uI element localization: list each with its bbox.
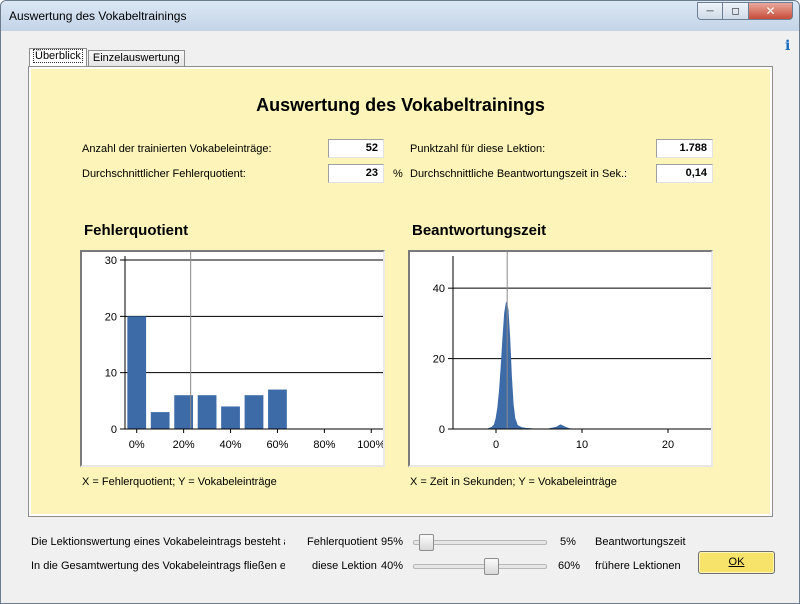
- tab-label: Einzelauswertung: [92, 52, 180, 64]
- y-tick-label: 20: [433, 354, 445, 366]
- error-weight-label: Fehlerquotient: [307, 536, 378, 548]
- total-weight-label: In die Gesamtwertung des Vokabeleintrags…: [31, 560, 285, 572]
- tab-label: Überblick: [33, 49, 83, 63]
- bar: [174, 395, 194, 429]
- overview-panel: Auswertung des Vokabeltrainings Anzahl d…: [31, 69, 770, 514]
- count-label: Anzahl der trainierten Vokabeleinträge:: [82, 143, 272, 155]
- bar: [244, 395, 264, 429]
- x-tick-label: 0: [493, 439, 499, 451]
- earlier-lessons-value: 60%: [558, 560, 581, 572]
- bar: [197, 395, 217, 429]
- lesson-weight-label: Die Lektionswertung eines Vokabeleintrag…: [31, 536, 285, 548]
- chart-beantwortungszeit: 0 20 40 0 10 20: [408, 250, 713, 467]
- tab-panel-ueberblick: Auswertung des Vokabeltrainings Anzahl d…: [28, 66, 773, 517]
- chart-caption-beantwortungszeit: X = Zeit in Sekunden; Y = Vokabeleinträg…: [410, 476, 617, 488]
- minimize-icon: ─: [706, 5, 714, 17]
- x-tick-label: 80%: [313, 439, 335, 451]
- score-label: Punktzahl für diese Lektion:: [410, 143, 546, 155]
- x-tick-label: 40%: [220, 439, 242, 451]
- error-unit: %: [393, 168, 403, 180]
- error-value-field: 23: [328, 164, 384, 183]
- time-label: Durchschnittliche Beantwortungszeit in S…: [410, 168, 628, 180]
- time-value-field: 0,14: [656, 164, 713, 183]
- minimize-button[interactable]: ─: [697, 2, 723, 20]
- score-value-field: 1.788: [656, 139, 713, 158]
- time-weight-label: Beantwortungszeit: [595, 536, 686, 548]
- x-tick-label: 20: [662, 439, 674, 451]
- x-tick-label: 10: [576, 439, 588, 451]
- bar: [127, 316, 147, 429]
- y-tick-label: 10: [105, 368, 117, 380]
- slider-thumb[interactable]: [484, 558, 500, 575]
- y-tick-label: 40: [433, 283, 445, 295]
- count-value-field: 52: [328, 139, 384, 158]
- info-icon[interactable]: i: [785, 38, 791, 54]
- ok-button[interactable]: OK: [698, 551, 775, 574]
- ok-button-label: OK: [728, 556, 745, 568]
- chart-beantwortungszeit-svg: 0 20 40 0 10 20: [433, 252, 711, 451]
- error-label: Durchschnittlicher Fehlerquotient:: [82, 168, 246, 180]
- chart-title-beantwortungszeit: Beantwortungszeit: [412, 222, 547, 239]
- x-tick-label: 0%: [129, 439, 145, 451]
- bar: [268, 389, 287, 429]
- bar: [150, 412, 170, 429]
- page-title: Auswertung des Vokabeltrainings: [256, 95, 545, 115]
- y-tick-label: 30: [105, 255, 117, 267]
- tab-einzelauswertung[interactable]: Einzelauswertung: [87, 50, 185, 67]
- x-tick-label: 60%: [266, 439, 288, 451]
- x-tick-label: 20%: [173, 439, 195, 451]
- title-bar[interactable]: Auswertung des Vokabeltrainings ─ ◻ ✕: [1, 1, 799, 31]
- window-controls: ─ ◻ ✕: [697, 2, 793, 20]
- x-tick-label: 100%: [357, 439, 383, 451]
- this-lesson-value: 40%: [381, 560, 404, 572]
- chart-fehlerquotient-svg: 0 10 20 30 0% 20% 40% 60% 80% 100%: [105, 252, 383, 451]
- maximize-icon: ◻: [731, 5, 740, 17]
- total-weight-slider[interactable]: [413, 558, 547, 576]
- chart-title-fehlerquotient: Fehlerquotient: [84, 222, 189, 239]
- tab-bar: Überblick Einzelauswertung: [29, 47, 186, 67]
- close-button[interactable]: ✕: [749, 2, 793, 20]
- lesson-weight-slider[interactable]: [413, 534, 547, 552]
- y-tick-label: 0: [111, 424, 117, 436]
- slider-track[interactable]: [413, 564, 547, 569]
- dialog-client-area: i Überblick Einzelauswertung Auswertung …: [7, 31, 795, 599]
- close-icon: ✕: [765, 4, 776, 18]
- this-lesson-label: diese Lektion: [312, 560, 377, 572]
- bar: [221, 406, 240, 429]
- maximize-button[interactable]: ◻: [723, 2, 749, 20]
- time-weight-value: 5%: [560, 536, 576, 548]
- slider-thumb[interactable]: [418, 534, 434, 551]
- slider-track[interactable]: [413, 540, 547, 545]
- earlier-lessons-label: frühere Lektionen: [595, 560, 681, 572]
- tab-ueberblick[interactable]: Überblick: [29, 48, 87, 67]
- chart-fehlerquotient: 0 10 20 30 0% 20% 40% 60% 80% 100%: [80, 250, 385, 467]
- y-tick-label: 0: [439, 424, 445, 436]
- y-tick-label: 20: [105, 311, 117, 323]
- area-series: [487, 302, 711, 430]
- error-weight-value: 95%: [381, 536, 404, 548]
- chart-caption-fehlerquotient: X = Fehlerquotient; Y = Vokabeleinträge: [82, 476, 277, 488]
- window-title: Auswertung des Vokabeltrainings: [9, 9, 187, 23]
